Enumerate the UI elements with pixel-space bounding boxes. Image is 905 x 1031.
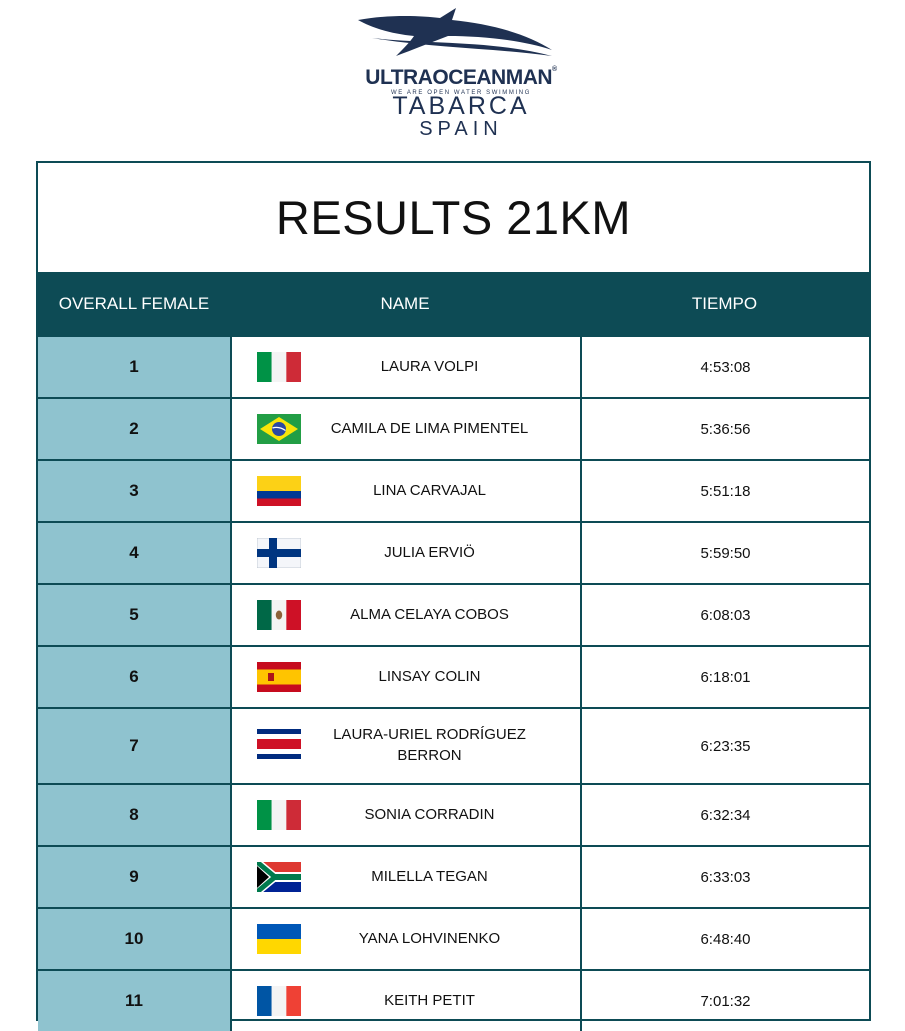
athlete-name-line: LAURA-URIEL RODRÍGUEZ <box>333 726 526 743</box>
table-header: OVERALL FEMALE NAME TIEMPO <box>38 272 869 335</box>
athlete-name: JULIA ERVIÖ <box>384 544 475 561</box>
time-cell: 5:36:56 <box>580 397 869 459</box>
name-cell: LINSAY COLIN <box>230 645 580 707</box>
rank-cell: 10 <box>38 907 230 969</box>
brazil-flag-icon <box>257 414 301 444</box>
time-cell: 5:59:50 <box>580 521 869 583</box>
name-cell: LAURA-URIEL RODRÍGUEZ BERRON <box>230 707 580 783</box>
column-header-time: TIEMPO <box>691 293 758 313</box>
time-cell: 6:48:40 <box>580 907 869 969</box>
time-cell: 6:32:34 <box>580 783 869 845</box>
time-cell: 7:01:32 <box>580 969 869 1031</box>
brand-name: ULTRAOCEANMAN® <box>365 66 557 89</box>
rank-cell: 9 <box>38 845 230 907</box>
athlete-name: CAMILA DE LIMA PIMENTEL <box>330 420 529 437</box>
mexico-flag-icon <box>257 600 301 630</box>
athlete-name: YANA LOHVINENKO <box>358 930 501 947</box>
name-cell: JULIA ERVIÖ <box>230 521 580 583</box>
shark-icon <box>358 8 552 56</box>
time-cell: 5:51:18 <box>580 459 869 521</box>
table-row: 5 ALMA CELAYA COBOS 6:08:03 <box>38 583 869 645</box>
table-row: 1 LAURA VOLPI 4:53:08 <box>38 335 869 397</box>
rank-cell: 4 <box>38 521 230 583</box>
athlete-name: SONIA CORRADIN <box>364 806 495 823</box>
table-row: 11 KEITH PETIT 7:01:32 <box>38 969 869 1031</box>
brand-tagline: WE ARE OPEN WATER SWIMMING <box>391 90 531 96</box>
athlete-name: ALMA CELAYA COBOS <box>350 606 509 623</box>
name-cell: YANA LOHVINENKO <box>230 907 580 969</box>
italy-flag-icon <box>257 352 301 382</box>
brand-place: TABARCA <box>392 92 530 120</box>
time-cell: 6:33:03 <box>580 845 869 907</box>
athlete-name: KEITH PETIT <box>384 992 475 1009</box>
time-cell: 6:23:35 <box>580 707 869 783</box>
table-row: 2 CAMILA DE LIMA PIMENTEL 5:36:56 <box>38 397 869 459</box>
athlete-name: LINSAY COLIN <box>378 668 481 685</box>
name-cell: KEITH PETIT <box>230 969 580 1031</box>
column-header-rank: OVERALL FEMALE <box>58 293 210 313</box>
italy-flag-icon <box>257 800 301 830</box>
trademark-mark: ® <box>552 66 557 73</box>
column-header-name: NAME <box>380 293 430 313</box>
page-title: RESULTS 21KM <box>275 191 632 244</box>
name-cell: LINA CARVAJAL <box>230 459 580 521</box>
time-cell: 6:18:01 <box>580 645 869 707</box>
ukraine-flag-icon <box>257 924 301 954</box>
brand-country: SPAIN <box>419 118 503 140</box>
time-cell: 4:53:08 <box>580 335 869 397</box>
rank-cell: 5 <box>38 583 230 645</box>
athlete-name: MILELLA TEGAN <box>371 868 488 885</box>
table-row: 7 LAURA-URIEL RODRÍGUEZ BERRON 6:23:35 <box>38 707 869 783</box>
table-row: 10 YANA LOHVINENKO 6:48:40 <box>38 907 869 969</box>
south-africa-flag-icon <box>257 862 301 892</box>
table-row: 3 LINA CARVAJAL 5:51:18 <box>38 459 869 521</box>
france-flag-icon <box>257 986 301 1016</box>
colombia-flag-icon <box>257 476 301 506</box>
name-cell: LAURA VOLPI <box>230 335 580 397</box>
costa-rica-flag-icon <box>257 729 301 759</box>
ultraoceanman-logo: ULTRAOCEANMAN® WE ARE OPEN WATER SWIMMIN… <box>352 6 568 140</box>
name-cell: MILELLA TEGAN <box>230 845 580 907</box>
time-cell: 6:08:03 <box>580 583 869 645</box>
finland-flag-icon <box>257 538 301 568</box>
rank-cell: 8 <box>38 783 230 845</box>
rank-cell: 1 <box>38 335 230 397</box>
rank-cell: 7 <box>38 707 230 783</box>
name-cell: SONIA CORRADIN <box>230 783 580 845</box>
table-row: 6 LINSAY COLIN 6:18:01 <box>38 645 869 707</box>
table-row: 4 JULIA ERVIÖ 5:59:50 <box>38 521 869 583</box>
athlete-name: LAURA-URIEL RODRÍGUEZ BERRON <box>302 724 557 766</box>
athlete-name-line: BERRON <box>397 747 462 764</box>
table-row: 8 SONIA CORRADIN 6:32:34 <box>38 783 869 845</box>
rank-cell: 3 <box>38 459 230 521</box>
table-row: 9 MILELLA TEGAN 6:33:03 <box>38 845 869 907</box>
athlete-name: LAURA VOLPI <box>380 358 479 375</box>
spain-flag-icon <box>257 662 301 692</box>
results-card: RESULTS 21KM OVERALL FEMALE NAME TIEMPO … <box>36 161 871 1031</box>
rank-cell: 2 <box>38 397 230 459</box>
rank-cell: 11 <box>38 969 230 1031</box>
name-cell: CAMILA DE LIMA PIMENTEL <box>230 397 580 459</box>
name-cell: ALMA CELAYA COBOS <box>230 583 580 645</box>
athlete-name: LINA CARVAJAL <box>373 482 486 499</box>
rank-cell: 6 <box>38 645 230 707</box>
